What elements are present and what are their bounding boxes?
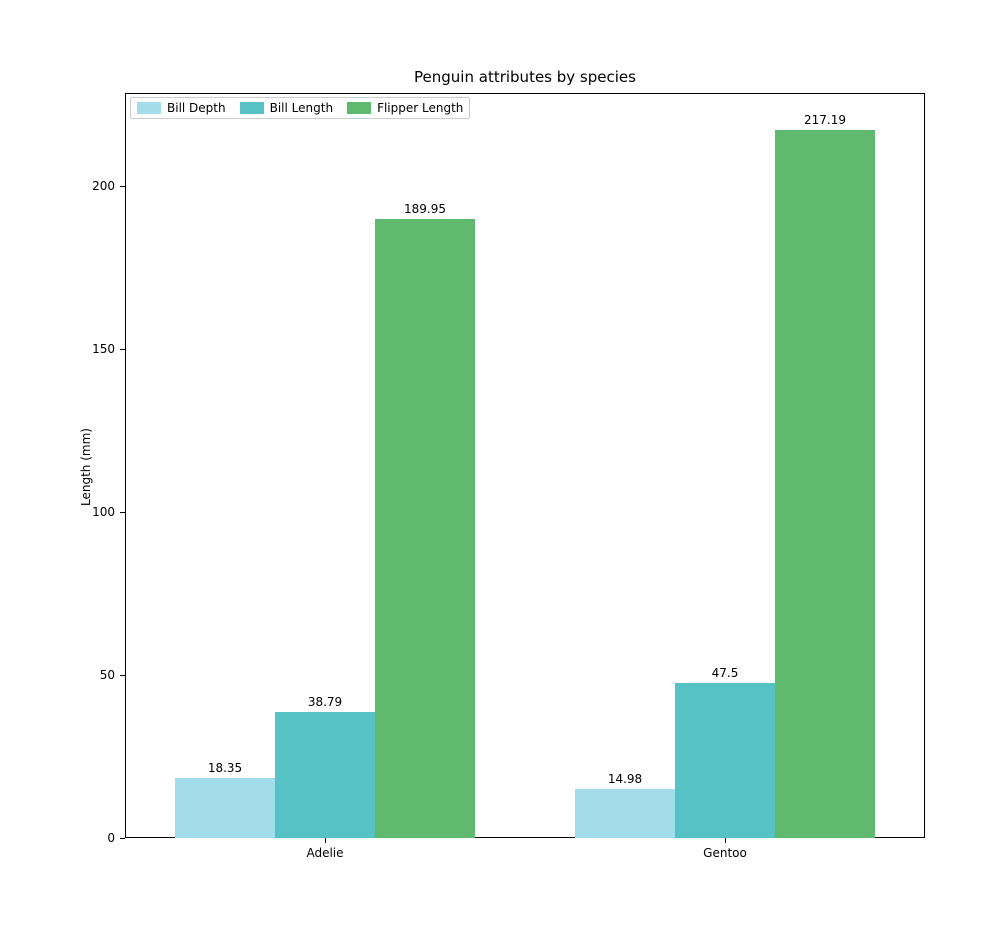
x-tick-label: Adelie (265, 846, 385, 860)
y-tick-label: 200 (92, 179, 115, 193)
legend-label: Bill Depth (167, 101, 226, 115)
legend-item-bill-depth: Bill Depth (137, 101, 226, 115)
y-tick-mark (120, 349, 125, 350)
y-tick-label: 100 (92, 505, 115, 519)
legend: Bill Depth Bill Length Flipper Length (130, 97, 470, 119)
y-tick-mark (120, 186, 125, 187)
y-axis-label: Length (mm) (79, 428, 93, 506)
legend-item-flipper-length: Flipper Length (347, 101, 463, 115)
legend-label: Bill Length (270, 101, 333, 115)
y-tick-mark (120, 838, 125, 839)
y-tick-mark (120, 675, 125, 676)
legend-swatch-flipper-length (347, 102, 371, 114)
bar (175, 778, 275, 838)
bar-value-label: 217.19 (785, 113, 865, 127)
legend-swatch-bill-depth (137, 102, 161, 114)
bar (575, 789, 675, 838)
bar-value-label: 189.95 (385, 202, 465, 216)
bar (775, 130, 875, 838)
y-tick-label: 150 (92, 342, 115, 356)
bar-value-label: 14.98 (585, 772, 665, 786)
y-tick-mark (120, 512, 125, 513)
y-tick-label: 0 (107, 831, 115, 845)
legend-swatch-bill-length (240, 102, 264, 114)
y-tick-label: 50 (100, 668, 115, 682)
bar-value-label: 38.79 (285, 695, 365, 709)
legend-item-bill-length: Bill Length (240, 101, 333, 115)
chart-canvas: Penguin attributes by species Length (mm… (0, 0, 1000, 946)
bar (375, 219, 475, 838)
bar (675, 683, 775, 838)
legend-label: Flipper Length (377, 101, 463, 115)
bar-value-label: 18.35 (185, 761, 265, 775)
bar-value-label: 47.5 (685, 666, 765, 680)
bar (275, 712, 375, 838)
x-tick-mark (725, 838, 726, 843)
x-tick-mark (325, 838, 326, 843)
chart-title: Penguin attributes by species (125, 68, 925, 86)
x-tick-label: Gentoo (665, 846, 785, 860)
